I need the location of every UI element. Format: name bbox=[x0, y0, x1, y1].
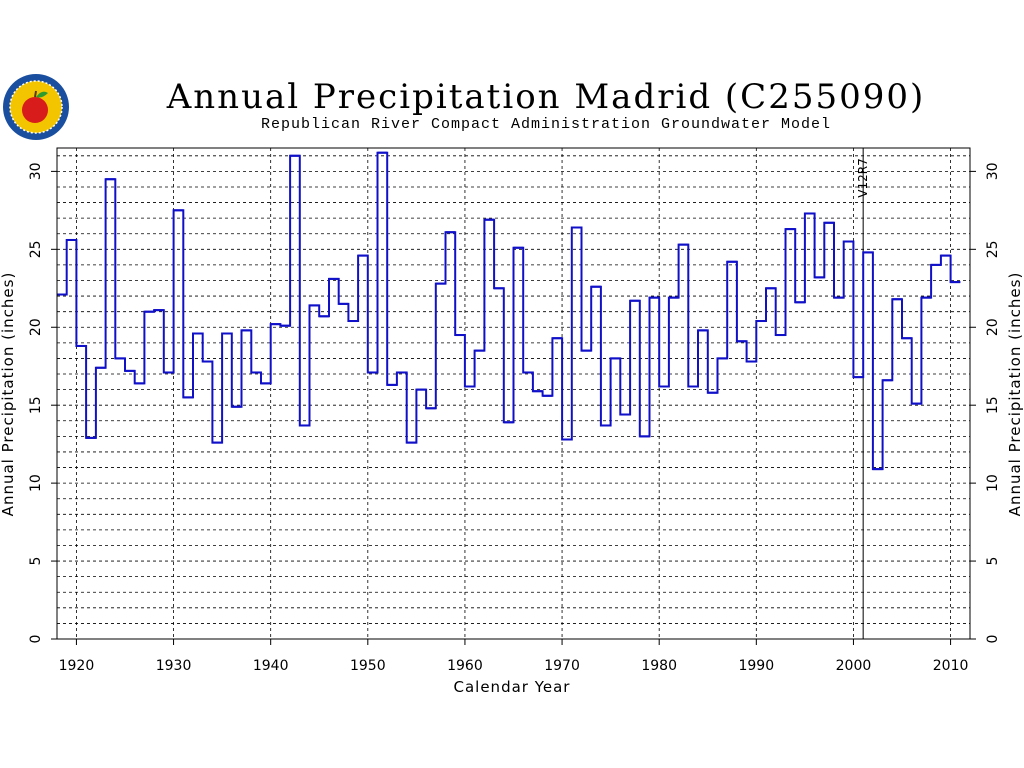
x-tick-label: 1980 bbox=[641, 658, 677, 674]
x-tick-label: 1970 bbox=[544, 658, 580, 674]
y-axis-label-left: Annual Precipitation (inches) bbox=[0, 272, 17, 517]
y-tick-label-left: 20 bbox=[28, 318, 44, 336]
x-axis-label: Calendar Year bbox=[454, 678, 571, 696]
apple-icon bbox=[22, 97, 48, 123]
model-version-annotation: V12R7 bbox=[856, 158, 870, 197]
x-tick-label: 1960 bbox=[447, 658, 483, 674]
plot-frame bbox=[56, 147, 971, 640]
x-tick-label: 1930 bbox=[156, 658, 192, 674]
y-tick-label-right: 0 bbox=[985, 635, 1001, 644]
x-tick-label: 1940 bbox=[253, 658, 289, 674]
y-tick-label-right: 10 bbox=[985, 474, 1001, 492]
y-tick-label-right: 15 bbox=[985, 396, 1001, 414]
y-tick-label-left: 10 bbox=[28, 474, 44, 492]
x-tick-label: 2010 bbox=[933, 658, 969, 674]
seal-logo bbox=[3, 74, 69, 140]
y-tick-label-right: 30 bbox=[985, 162, 1001, 180]
x-tick-label: 1950 bbox=[350, 658, 386, 674]
y-tick-label-left: 25 bbox=[28, 240, 44, 258]
y-tick-label-left: 30 bbox=[28, 162, 44, 180]
chart-title: Annual Precipitation Madrid (C255090) bbox=[166, 77, 926, 117]
y-tick-label-left: 0 bbox=[28, 635, 44, 644]
y-tick-label-right: 20 bbox=[985, 318, 1001, 336]
y-tick-label-left: 15 bbox=[28, 396, 44, 414]
y-tick-label-right: 25 bbox=[985, 240, 1001, 258]
tick-layer: 0 0 5 5 10 10 15 15 20 20 25 25 30 30 1920 1930 1940 1950… bbox=[28, 162, 1001, 674]
series-layer bbox=[57, 151, 961, 471]
leaf-icon bbox=[36, 91, 48, 98]
y-tick-label-right: 5 bbox=[985, 557, 1001, 566]
y-axis-label-right: Annual Precipitation (inches) bbox=[1006, 272, 1024, 517]
x-tick-label: 1990 bbox=[738, 658, 774, 674]
x-tick-label: 1920 bbox=[59, 658, 95, 674]
x-tick-label: 2000 bbox=[836, 658, 872, 674]
chart-subtitle: Republican River Compact Administration … bbox=[261, 116, 831, 133]
y-tick-label-left: 5 bbox=[28, 557, 44, 566]
